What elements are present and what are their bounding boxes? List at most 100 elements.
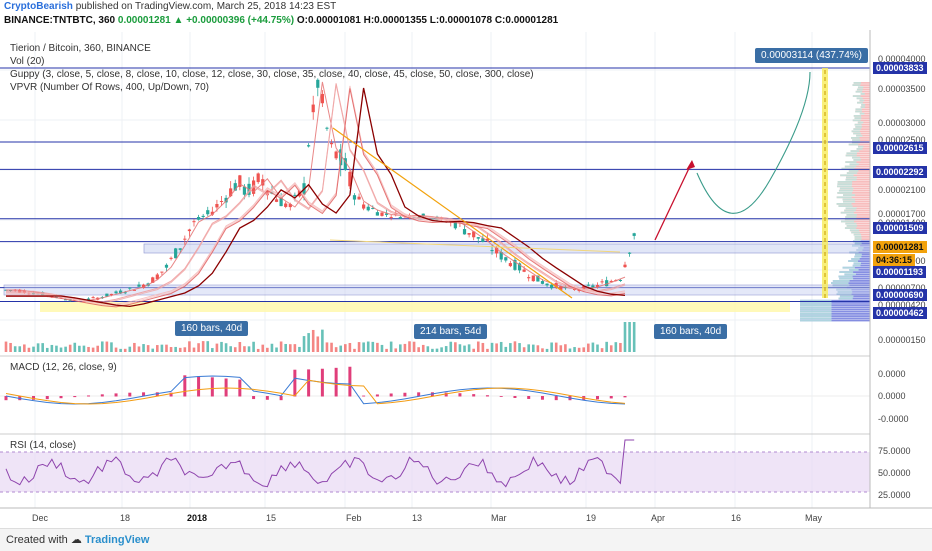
vpvr-bar-up bbox=[836, 196, 852, 199]
vpvr-bar-up bbox=[844, 227, 857, 229]
vpvr-label[interactable]: VPVR (Number Of Rows, 400, Up/Down, 70) bbox=[10, 82, 209, 93]
vpvr-bar bbox=[800, 302, 870, 304]
vpvr-bar bbox=[800, 306, 870, 309]
vpvr-bar-up bbox=[846, 176, 857, 179]
ohlc-header: BINANCE:TNTBTC, 360 0.00001281 ▲ +0.0000… bbox=[0, 14, 932, 28]
vpvr-bar-up bbox=[845, 154, 857, 157]
vpvr-bar-up bbox=[844, 165, 857, 168]
volume-bar bbox=[600, 348, 604, 352]
volume-bar bbox=[151, 348, 155, 352]
vpvr-bar bbox=[857, 86, 870, 89]
volume-bar bbox=[298, 346, 301, 352]
vpvr-bar bbox=[838, 297, 870, 300]
macd-tick: 0.0000 bbox=[878, 369, 906, 379]
candle-body bbox=[389, 216, 393, 218]
publish-header: CryptoBearish published on TradingView.c… bbox=[0, 0, 932, 14]
volume-bar bbox=[50, 344, 54, 352]
vpvr-bar-up bbox=[838, 205, 853, 207]
vpvr-bar bbox=[853, 262, 870, 265]
vpvr-profile bbox=[800, 82, 870, 322]
footer-brand[interactable]: TradingView bbox=[84, 534, 150, 546]
chart-title: Tierion / Bitcoin, 360, BINANCE bbox=[10, 43, 151, 54]
candle-body bbox=[508, 263, 512, 267]
candle-body bbox=[490, 250, 494, 252]
vpvr-bar-up bbox=[854, 236, 862, 238]
time-tick: Dec bbox=[32, 513, 49, 523]
candle-body bbox=[59, 297, 63, 299]
volume-bar bbox=[476, 341, 480, 352]
vpvr-bar bbox=[846, 152, 870, 155]
ohlc-open: O:0.00001081 bbox=[296, 15, 361, 26]
guppy-300-line bbox=[6, 87, 626, 308]
volume-bar bbox=[573, 347, 576, 352]
vpvr-bar bbox=[852, 156, 870, 159]
macd-hist-bar bbox=[224, 378, 228, 397]
volume-bar bbox=[412, 341, 416, 352]
volume-bar bbox=[192, 347, 196, 352]
vpvr-bar bbox=[850, 150, 870, 152]
vpvr-bar bbox=[861, 104, 870, 106]
vpvr-bar-up bbox=[846, 214, 858, 216]
candle-body bbox=[591, 285, 595, 288]
vpvr-bar-up bbox=[839, 271, 854, 273]
countdown-label: 04:36:15 bbox=[873, 254, 916, 266]
volume-bar bbox=[527, 344, 531, 352]
vpvr-bar-up bbox=[832, 284, 850, 287]
vpvr-bar-up bbox=[846, 172, 858, 174]
volume-bar bbox=[431, 348, 434, 352]
volume-bar bbox=[224, 343, 228, 352]
vpvr-bar-up bbox=[843, 200, 856, 203]
vpvr-bar-up bbox=[800, 302, 832, 304]
volume-bar bbox=[229, 346, 232, 352]
vpvr-bar bbox=[855, 126, 870, 128]
macd-hist-bar bbox=[307, 369, 311, 397]
volume-bar bbox=[334, 347, 338, 352]
vpvr-bar-up bbox=[800, 315, 832, 317]
candle-body bbox=[444, 220, 448, 222]
vpvr-bar bbox=[832, 284, 870, 287]
time-tick: 16 bbox=[731, 513, 742, 523]
last-price: 0.00001281 bbox=[117, 15, 171, 26]
vpvr-bar bbox=[857, 145, 870, 148]
rsi-label[interactable]: RSI (14, close) bbox=[10, 440, 77, 451]
trendline-flat bbox=[329, 239, 621, 253]
vpvr-bar bbox=[838, 189, 870, 192]
vpvr-bar bbox=[836, 196, 870, 199]
volume-bar bbox=[238, 342, 242, 352]
publisher-name[interactable]: CryptoBearish bbox=[4, 1, 73, 12]
volume-bar bbox=[316, 336, 320, 352]
vpvr-bar bbox=[845, 154, 870, 157]
macd-hist-bar bbox=[417, 392, 421, 397]
guppy-ribbon bbox=[6, 81, 626, 308]
vol-label[interactable]: Vol (20) bbox=[10, 56, 45, 67]
volume-bar bbox=[582, 347, 586, 352]
volume-bar bbox=[472, 348, 475, 352]
volume-bar bbox=[568, 348, 572, 352]
macd-label[interactable]: MACD (12, 26, close, 9) bbox=[10, 362, 117, 373]
vpvr-bar-up bbox=[859, 99, 865, 102]
candle-body bbox=[522, 269, 526, 272]
vpvr-bar bbox=[853, 159, 870, 161]
macd-hist-bar bbox=[197, 376, 201, 397]
volume-bar bbox=[587, 343, 590, 352]
guppy-label[interactable]: Guppy (3, close, 5, close, 8, close, 10,… bbox=[10, 69, 534, 80]
macd-hist-bar bbox=[45, 396, 49, 400]
macd-hist-bar bbox=[389, 393, 393, 397]
vpvr-bar bbox=[853, 82, 870, 84]
macd-hist-bar bbox=[554, 396, 558, 401]
volume-bar bbox=[376, 342, 379, 352]
vpvr-bar bbox=[837, 181, 870, 183]
candle-body bbox=[481, 238, 485, 242]
vpvr-bar-up bbox=[853, 82, 861, 84]
rsi-tick: 75.0000 bbox=[878, 446, 911, 456]
candle-body bbox=[499, 252, 503, 260]
volume-bar bbox=[27, 347, 31, 352]
candle-body bbox=[334, 151, 338, 159]
macd-hist-bar bbox=[623, 396, 627, 398]
vpvr-bar bbox=[836, 185, 870, 188]
candle-body bbox=[274, 199, 279, 202]
candle-body bbox=[210, 211, 214, 215]
level-label: 0.00002292 bbox=[873, 166, 927, 178]
volume-bar bbox=[82, 345, 86, 352]
